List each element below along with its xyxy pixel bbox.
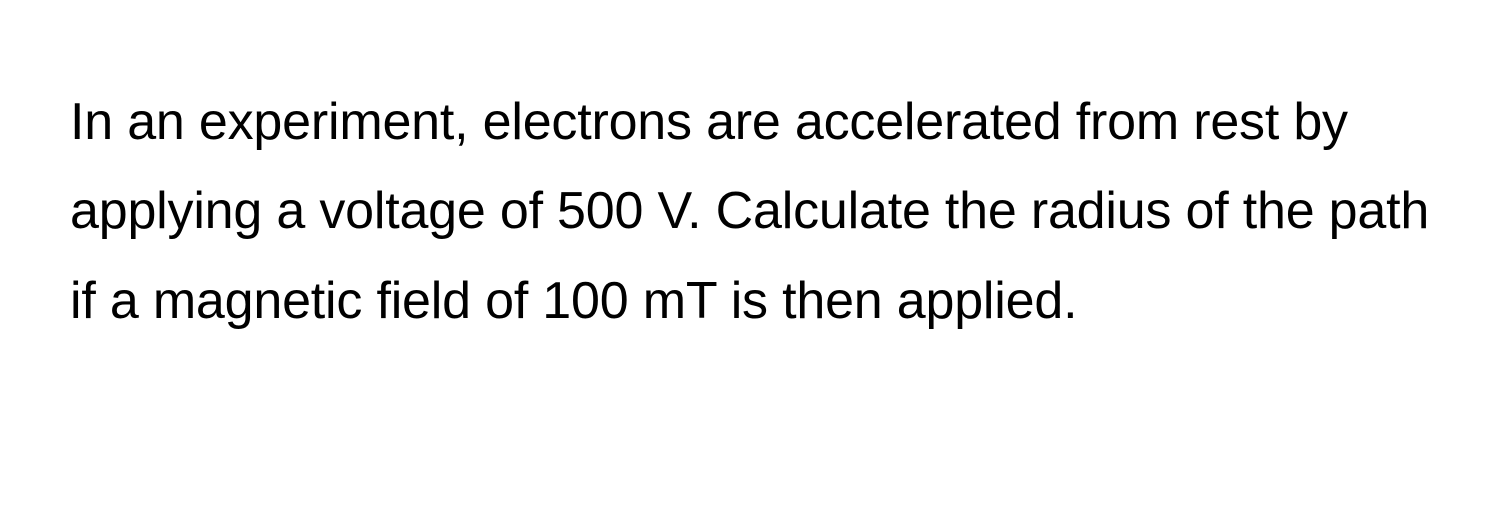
problem-container: In an experiment, electrons are accelera… [0, 0, 1500, 512]
problem-statement: In an experiment, electrons are accelera… [70, 78, 1430, 346]
